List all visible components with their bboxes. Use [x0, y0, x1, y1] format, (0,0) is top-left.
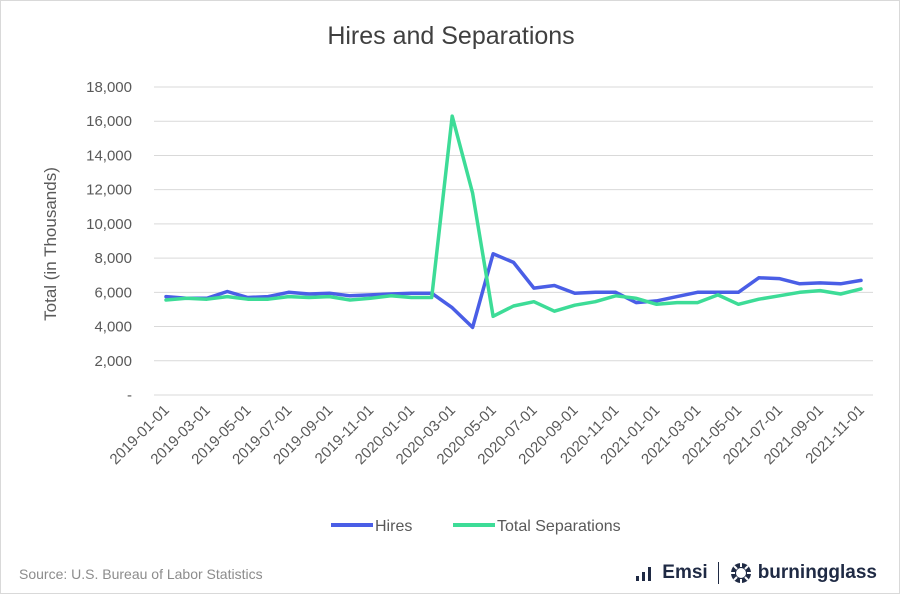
legend-label-total-separations: Total Separations: [497, 518, 621, 535]
y-tick-label: 2,000: [94, 353, 132, 370]
brand-logos: Emsi burningglass: [635, 561, 877, 585]
emsi-logo: Emsi: [635, 562, 708, 584]
brand-divider: [717, 562, 719, 584]
gridlines: [154, 86, 873, 396]
y-tick-label: 16,000: [86, 113, 132, 130]
burningglass-label: burningglass: [757, 562, 877, 583]
y-tick-label: 18,000: [86, 79, 132, 96]
series-line-total-separations: [164, 114, 863, 319]
series-lines: [164, 114, 863, 330]
bars-icon: [636, 567, 652, 581]
y-tick-label: 14,000: [86, 147, 132, 164]
y-tick-labels: - 2,000 4,000 6,000 8,000 10,000 12,000 14,000 1…: [86, 79, 132, 404]
legend-label-hires: Hires: [375, 518, 412, 535]
chart-title: Hires and Separations: [327, 22, 574, 50]
burningglass-logo: burningglass: [729, 561, 877, 585]
y-tick-label: 6,000: [94, 284, 132, 301]
series-line-hires: [164, 252, 863, 330]
y-tick-label: 10,000: [86, 216, 132, 233]
emsi-label: Emsi: [662, 562, 708, 583]
y-tick-label: 4,000: [94, 319, 132, 336]
y-tick-label: -: [127, 387, 132, 404]
x-tick-labels: 2019-01-012019-03-012019-05-012019-07-01…: [107, 402, 868, 468]
y-tick-label: 12,000: [86, 182, 132, 199]
legend: Hires Total Separations: [331, 518, 621, 535]
gear-icon: [730, 563, 751, 583]
y-tick-label: 8,000: [94, 250, 132, 267]
y-axis-label: Total (in Thousands): [41, 167, 60, 321]
source-note: Source: U.S. Bureau of Labor Statistics: [19, 566, 263, 582]
